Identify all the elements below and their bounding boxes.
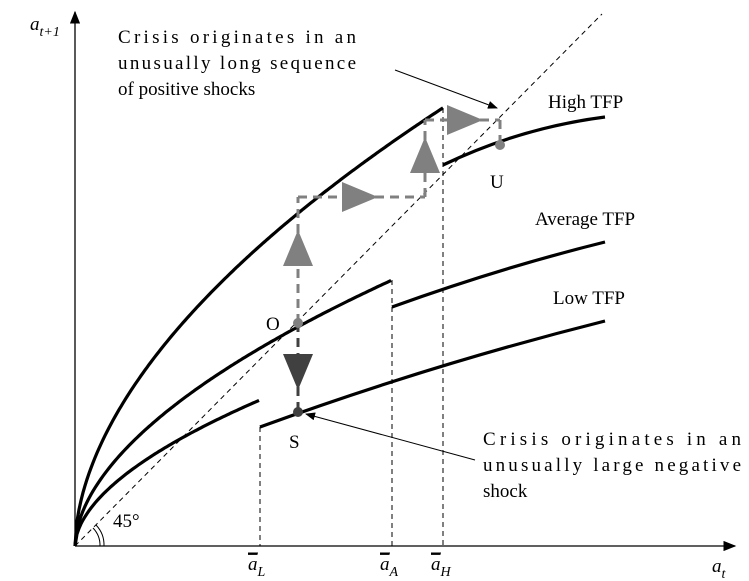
threshold-label: aH	[431, 554, 452, 580]
angle-label: 45°	[113, 511, 140, 532]
threshold-base: a	[380, 554, 390, 575]
note-line: unusually large negative	[483, 455, 741, 476]
curve	[259, 319, 606, 429]
threshold-base: a	[248, 554, 258, 575]
threshold-label: aA	[380, 554, 399, 580]
threshold-label: aL	[248, 554, 266, 580]
point-label: O	[266, 314, 280, 335]
x-axis-label: at	[712, 556, 727, 581]
curve	[73, 106, 444, 547]
note-line: Crisis originates in an	[483, 429, 742, 450]
curve-label: Low TFP	[553, 288, 625, 309]
curve	[391, 240, 606, 309]
curve	[73, 398, 260, 547]
threshold-sub: H	[440, 565, 452, 580]
threshold-base: a	[431, 554, 441, 575]
y-axis-label: at+1	[30, 14, 60, 40]
note-line: unusually long sequence	[118, 53, 356, 74]
note-line: Crisis originates in an	[118, 27, 357, 48]
angle-arc	[95, 524, 105, 547]
curve	[442, 115, 606, 167]
angle-arc	[92, 527, 101, 547]
note-line: shock	[483, 481, 528, 502]
point	[495, 140, 505, 150]
point	[293, 318, 303, 328]
note-line: of positive shocks	[118, 79, 255, 100]
threshold-sub: L	[257, 565, 266, 580]
note-arrow	[394, 69, 498, 109]
note-arrow	[305, 412, 476, 461]
curve-label: Average TFP	[535, 209, 635, 230]
point-label: U	[490, 172, 504, 193]
threshold-sub: A	[389, 565, 399, 580]
point-label: S	[289, 432, 300, 453]
curve	[73, 279, 392, 547]
curve-label: High TFP	[548, 92, 623, 113]
point	[293, 407, 303, 417]
diagonal	[74, 13, 603, 547]
